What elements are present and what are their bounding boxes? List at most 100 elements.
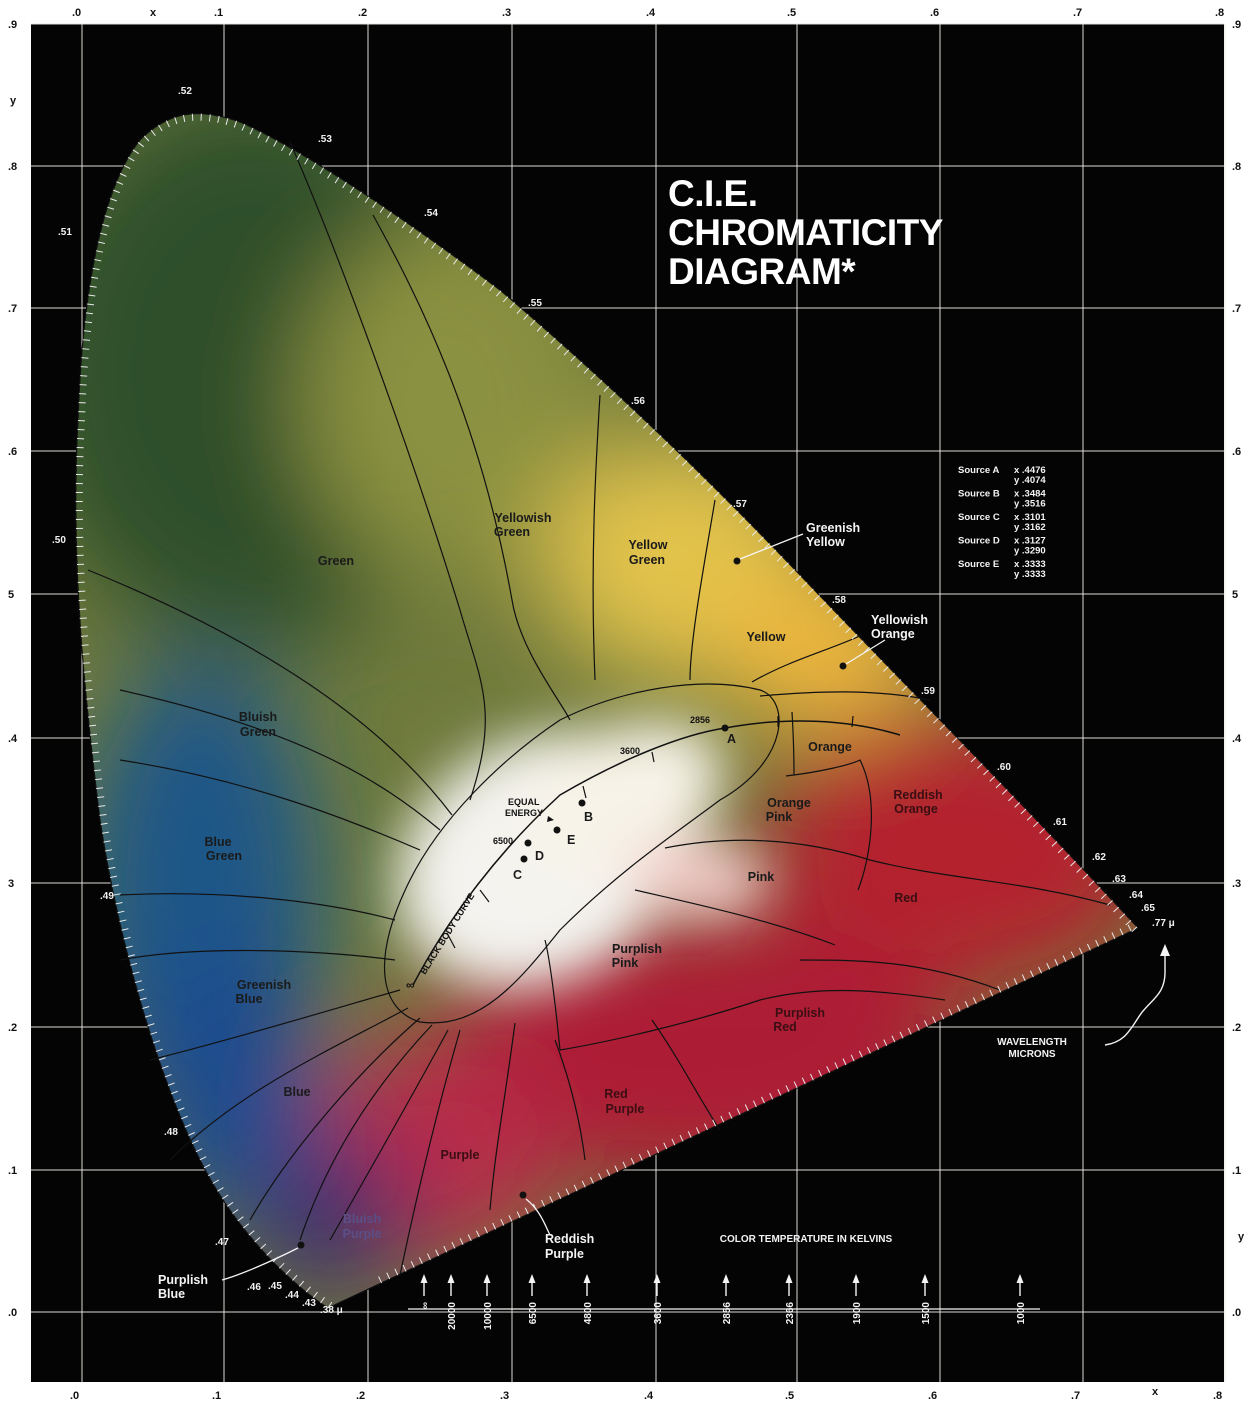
wavelength-tick (623, 404, 629, 411)
wavelength-tick (123, 164, 131, 170)
wavelength-tick (583, 367, 590, 374)
callout-wavelength-2: MICRONS (1008, 1049, 1056, 1060)
wavelength-tick (509, 302, 516, 309)
wavelength-tick (80, 366, 88, 368)
wavelength-tick (92, 760, 101, 763)
x-tick-bottom-4: .4 (644, 1390, 654, 1402)
temperature-scale: ∞ 20000 10000 6500 4800 3600 2856 2366 1900 1500 1… (408, 1274, 1040, 1330)
wavelength-tick (549, 1196, 554, 1203)
wavelength-label-20: .62 (1092, 852, 1106, 863)
wavelength-tick (83, 671, 91, 673)
temp-2856-label: 2856 (690, 715, 710, 725)
boundary-2 (592, 394, 601, 681)
axis-labels: .0 .0 .1 .1 .2 .2 .3 .3 .4 .4 .5 .5 .6 .6 .7 .7 .8 .8 .0 .1… (8, 7, 1245, 1402)
wavelength-tick (203, 1164, 211, 1169)
wavelength-tick (972, 997, 977, 1005)
wavelength-tick (590, 373, 596, 380)
region-purplish-pink-1: Purplish (612, 942, 662, 956)
wavelength-label-10: .52 (178, 86, 192, 97)
point-e-label: E (567, 833, 575, 847)
wavelength-tick (732, 511, 739, 517)
wavelength-tick (273, 140, 278, 147)
wavelength-tick (418, 1257, 423, 1264)
wavelength-tick (103, 840, 111, 843)
wavelength-tick (616, 398, 623, 405)
wavelength-tick (109, 198, 117, 202)
wavelength-tick (807, 588, 814, 595)
wavelength-tick (88, 294, 96, 297)
wavelength-tick (445, 253, 451, 260)
temperature-label-2: 10000 (483, 1302, 494, 1330)
wavelength-tick (720, 498, 726, 504)
wavelength-tick (165, 120, 170, 128)
y-tick-left-4: .4 (8, 733, 18, 745)
wavelength-label-22: .64 (1129, 890, 1143, 901)
x-tick-bottom-0: .0 (70, 1390, 79, 1402)
wavelength-tick (89, 733, 98, 736)
wavelength-tick (598, 1173, 603, 1180)
wavelength-tick (158, 124, 163, 132)
wavelength-tick (647, 1150, 651, 1157)
wavelength-tick (91, 751, 99, 754)
wavelength-tick (112, 189, 120, 194)
wavelength-tick (143, 135, 150, 142)
wavelength-tick (642, 422, 649, 429)
wavelength-tick (783, 562, 789, 569)
wavelength-tick (989, 776, 996, 782)
x-tick-top-4: .4 (646, 7, 656, 19)
wavelength-tick (603, 385, 610, 392)
wavelength-tick (983, 769, 989, 776)
wavelength-tick (707, 485, 714, 492)
wavelength-tick (606, 1169, 611, 1177)
wavelength-tick (88, 715, 96, 718)
color-temperature-title: COLOR TEMPERATURE IN KELVINS (720, 1234, 893, 1245)
wavelength-tick (184, 1123, 192, 1128)
y-tick-right-3: .3 (1232, 878, 1241, 890)
y-tick-left-5: 5 (8, 589, 14, 601)
region-boundaries (87, 141, 1111, 1276)
wavelength-label-9: .51 (58, 227, 72, 238)
wavelength-tick (820, 601, 827, 608)
point-a (721, 724, 729, 732)
wavelength-tick (254, 1237, 261, 1243)
wavelength-tick (342, 181, 347, 189)
temperature-arrowhead-6 (722, 1274, 730, 1283)
wavelength-tick (891, 1035, 896, 1043)
callout-greenish-yellow-1: Greenish (806, 521, 860, 535)
x-tick-top-0: .0 (72, 7, 81, 19)
temperature-arrowhead-1 (447, 1274, 455, 1283)
wavelength-tick (758, 536, 764, 543)
y-tick-right-1: .1 (1232, 1165, 1241, 1177)
y-tick-right-2: .2 (1232, 1022, 1241, 1034)
wavelength-tick (901, 685, 908, 692)
wavelength-tick (834, 1062, 839, 1070)
wavelength-tick (84, 321, 92, 324)
wavelength-tick (416, 232, 422, 239)
wavelength-tick (675, 454, 681, 460)
source-x-2: x .3101 (1014, 512, 1046, 523)
wavelength-tick (225, 118, 229, 126)
wavelength-tick (704, 1123, 708, 1131)
wavelength-tick (82, 653, 90, 655)
wavelength-tick (467, 268, 473, 276)
x-tick-bottom-8: .8 (1213, 1390, 1222, 1402)
boundary-17 (329, 1029, 449, 1241)
wavelength-tick (1087, 943, 1091, 951)
wavelength-tick (793, 1081, 798, 1089)
callout-wavelength-1: WAVELENGTH (997, 1037, 1067, 1048)
wavelength-tick (956, 1004, 961, 1012)
wavelength-tick (117, 910, 125, 914)
wavelength-tick (1100, 893, 1107, 900)
temp-6500-label: 6500 (493, 836, 513, 846)
temperature-arrowhead-9 (921, 1274, 929, 1283)
point-a-label: A (727, 732, 736, 746)
callout-reddish-purple-2: Purple (545, 1247, 584, 1261)
wavelength-tick (523, 313, 529, 320)
wavelength-tick (752, 1100, 757, 1108)
wavelength-tick (113, 893, 121, 896)
temperature-arrowhead-8 (852, 1274, 860, 1283)
wavelength-tick (1113, 906, 1119, 913)
x-tick-bottom-5: .5 (785, 1390, 794, 1402)
wavelength-tick (500, 1218, 505, 1226)
boundary-7 (785, 759, 873, 891)
